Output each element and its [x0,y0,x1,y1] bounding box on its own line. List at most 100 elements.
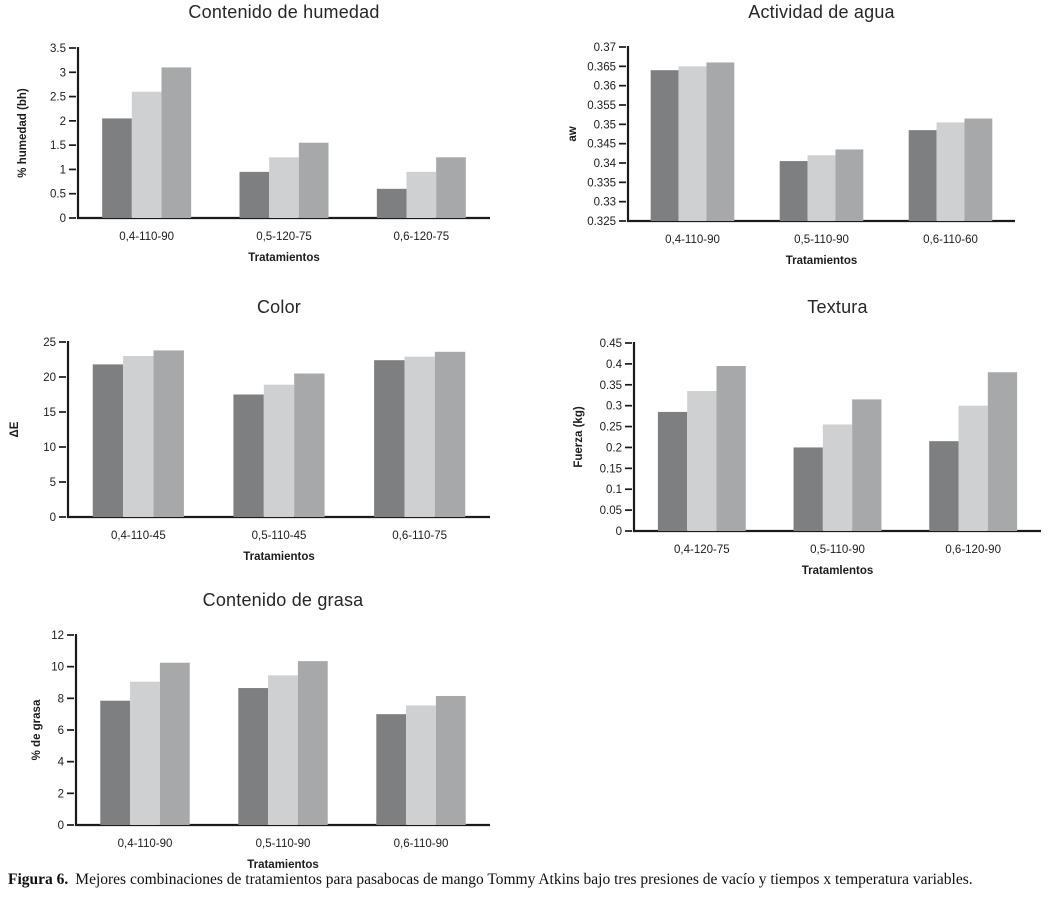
figure-caption-label: Figura 6. [8,871,69,888]
bar-dark-gray [92,364,124,517]
y-tick-label: 0.37 [594,42,616,54]
bar-light-gray [958,405,988,531]
bar-light-gray [404,356,435,517]
category-label: 0,6-120-90 [945,544,1001,556]
category-label: 0,6-110-60 [923,234,978,246]
bar-medium-gray [435,695,466,825]
bar-medium-gray [159,662,190,825]
category-label: 0,4-110-90 [119,231,174,243]
bar-medium-gray [153,350,184,517]
y-tick-label: 0.36 [594,81,616,93]
y-tick-label: 0.33 [594,197,616,209]
bar-light-gray [269,157,299,218]
y-tick-label: 12 [51,630,64,642]
y-tick-label: 0.335 [587,177,616,189]
bar-light-gray [123,356,154,517]
bar-chart-canvas: 0 0.05 0.1 0.15 0.2 0.25 0.3 0.35 0.4 0.45 0,4-120… [573,338,1041,577]
category-label: 0,5-110-90 [810,544,865,556]
bar-dark-gray [102,118,132,218]
y-tick-label: 8 [58,693,64,705]
y-tick-label: 0.355 [587,100,616,112]
bar-dark-gray [233,394,264,517]
y-tick-label: 2 [58,788,64,800]
bar-dark-gray [376,188,407,218]
bar-dark-gray [374,360,405,517]
category-label: 0,5-110-90 [794,234,849,246]
y-tick-label: 0 [616,526,622,538]
x-axis-title: Tratamientos [243,551,315,563]
y-tick-label: 0.365 [587,61,616,73]
bar-dark-gray [650,70,679,221]
chart-textura: Textura 0 0.05 0.1 0.15 0.2 0.25 0.3 0.35 0.4 0.4… [528,295,1058,590]
y-tick-label: 3 [60,67,66,79]
figure-caption-text: Mejores combinaciones de tratamientos pa… [75,871,973,888]
category-label: 0,4-120-75 [674,544,730,556]
y-tick-label: 0.35 [600,380,622,392]
y-tick-label: 0.4 [606,359,623,371]
bar-medium-gray [436,157,466,218]
bar-light-gray [406,705,436,825]
y-tick-label: 0.3 [606,401,622,413]
bar-medium-gray [835,149,864,221]
bar-dark-gray [100,700,131,825]
bar-light-gray [807,155,836,221]
bar-chart-canvas: 0 5 10 15 20 25 0,4-110-45 0,5-110-45 0,6-110-75… [9,337,490,563]
y-axis-title: aw [567,126,579,141]
y-tick-label: 0.5 [50,189,66,201]
y-tick-label: 10 [51,662,64,674]
y-tick-label: 6 [58,725,64,737]
bar-light-gray [130,681,160,825]
y-tick-label: 25 [43,337,56,349]
y-tick-label: 2.5 [50,92,66,104]
category-label: 0,5-120-75 [256,231,312,243]
bar-light-gray [268,675,298,825]
x-axis-title: Tratamlentos [802,565,874,577]
y-tick-label: 0.25 [600,422,622,434]
y-tick-label: 0.1 [606,484,622,496]
bar-dark-gray [376,714,407,825]
y-axis-title: ΔE [9,421,21,437]
x-axis-title: Tratamientos [247,859,319,871]
bar-light-gray [936,122,965,221]
bar-medium-gray [716,365,746,531]
chart-contenido-de-humedad: Contenido de humedad 0 0.5 1 1.5 2 2.5 3 3.5 0,4… [0,0,530,275]
chart-title: Contenido de grasa [202,590,364,610]
y-tick-label: 0 [60,213,66,225]
bar-medium-gray [987,372,1018,531]
category-label: 0,5-110-90 [256,838,311,850]
y-tick-label: 0.05 [600,505,622,517]
y-tick-label: 3.5 [50,43,66,55]
bar-dark-gray [657,411,688,531]
y-tick-label: 0.2 [606,442,622,454]
y-tick-label: 0 [58,820,64,832]
bar-medium-gray [297,661,328,825]
bar-dark-gray [929,441,959,531]
bar-light-gray [406,171,437,218]
bar-dark-gray [908,130,937,221]
bar-dark-gray [779,161,808,221]
chart-title: Color [256,297,301,317]
y-tick-label: 0.45 [600,338,622,350]
y-tick-label: 0.325 [587,216,616,228]
chart-actividad-de-agua: Actividad de agua 0.325 0.33 0.335 0.34 0.34… [528,0,1058,275]
y-tick-label: 0.345 [587,139,616,151]
bar-medium-gray [434,351,466,517]
bar-dark-gray [239,171,270,218]
y-tick-label: 2 [60,116,66,128]
chart-title: Textura [807,297,868,317]
y-axis-title: % de grasa [31,699,43,760]
chart-title: Contenido de humedad [188,2,380,22]
y-tick-label: 0 [50,512,56,524]
y-tick-label: 10 [43,442,56,454]
bar-medium-gray [161,67,192,218]
category-label: 0,6-110-90 [394,838,449,850]
category-label: 0,5-110-45 [252,530,307,542]
bar-medium-gray [298,142,329,218]
y-tick-label: 20 [43,372,56,384]
y-axis-title: % humedad (bh) [17,88,29,178]
y-tick-label: 1.5 [50,140,66,152]
bar-medium-gray [852,399,882,531]
bar-chart-canvas: 0.325 0.33 0.335 0.34 0.345 0.35 0.355 0.36 0.36… [567,42,1015,267]
bar-light-gray [131,91,162,218]
bar-light-gray [687,391,717,531]
